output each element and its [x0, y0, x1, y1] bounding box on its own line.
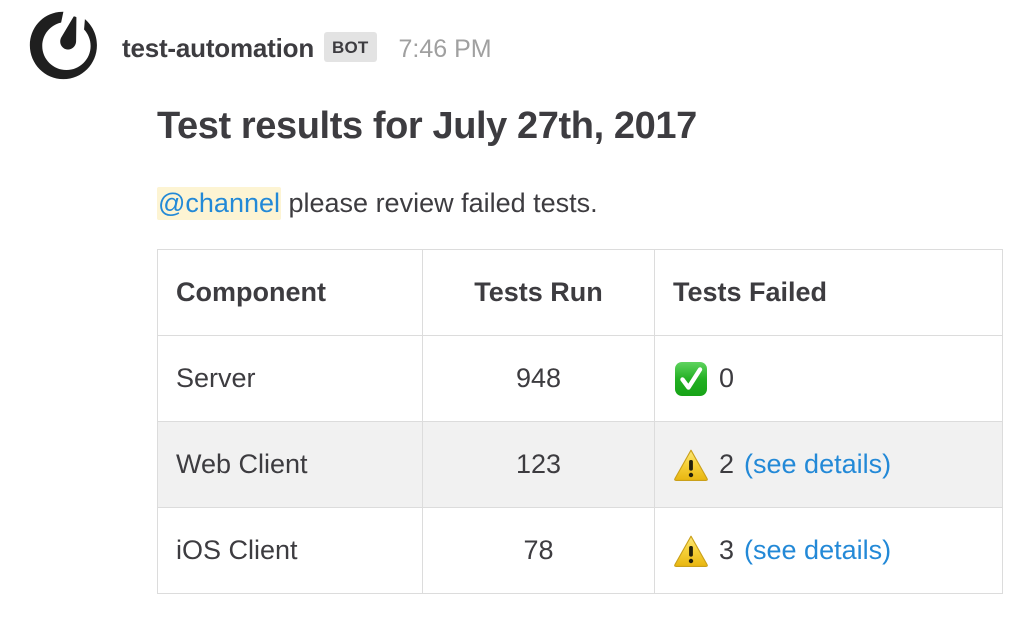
cell-tests-run: 78	[422, 507, 655, 595]
username[interactable]: test-automation	[122, 33, 315, 63]
cell-tests-failed: 3 (see details)	[654, 507, 1003, 595]
white-check-mark-icon	[673, 361, 709, 397]
table-row: iOS Client 78	[157, 507, 1003, 595]
cell-tests-run: 123	[422, 421, 655, 509]
column-header-tests-failed: Tests Failed	[654, 249, 1003, 337]
see-details-link[interactable]: (see details)	[744, 449, 892, 480]
tests-failed-count: 3	[719, 535, 735, 566]
column-header-component: Component	[157, 249, 423, 337]
mattermost-logo-icon	[24, 9, 102, 87]
cell-component: Server	[157, 335, 423, 423]
chat-post: test-automation BOT 7:46 PM Test results f…	[0, 0, 1023, 595]
table-row: Web Client 123	[157, 421, 1003, 509]
post-timestamp[interactable]: 7:46 PM	[398, 35, 492, 63]
cell-component: Web Client	[157, 421, 423, 509]
cell-tests-failed: 2 (see details)	[654, 421, 1003, 509]
table-header-row: Component Tests Run Tests Failed	[157, 249, 1003, 337]
post-message-text: please review failed tests.	[281, 188, 598, 219]
cell-component: iOS Client	[157, 507, 423, 595]
bot-badge: BOT	[324, 32, 377, 62]
avatar[interactable]	[24, 9, 102, 87]
table-row: Server 948	[157, 335, 1003, 423]
warning-triangle-icon	[673, 447, 709, 483]
cell-tests-failed: 0	[654, 335, 1003, 423]
test-results-table: Component Tests Run Tests Failed Server …	[157, 249, 1003, 595]
warning-triangle-icon	[673, 533, 709, 569]
table-head: Component Tests Run Tests Failed	[157, 249, 1003, 337]
table-body: Server 948	[157, 335, 1003, 595]
tests-failed-count: 0	[719, 363, 735, 394]
column-header-tests-run: Tests Run	[422, 249, 655, 337]
post-title: Test results for July 27th, 2017	[157, 105, 697, 147]
post-message: @channel please review failed tests.	[157, 151, 1023, 221]
post-header-meta: test-automation BOT 7:46 PM	[122, 32, 492, 64]
see-details-link[interactable]: (see details)	[744, 535, 892, 566]
post-header: test-automation BOT 7:46 PM	[0, 0, 1023, 96]
channel-mention-link[interactable]: @channel	[157, 187, 281, 221]
post-body: Test results for July 27th, 2017 @channe…	[0, 96, 1023, 595]
cell-tests-run: 948	[422, 335, 655, 423]
tests-failed-count: 2	[719, 449, 735, 480]
